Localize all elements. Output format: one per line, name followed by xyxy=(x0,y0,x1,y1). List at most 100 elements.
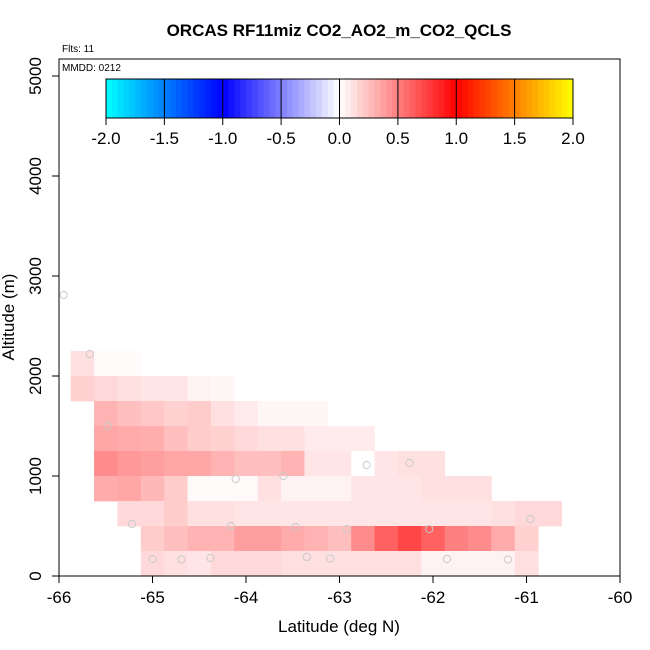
heatmap-cell xyxy=(257,501,282,527)
colorbar-segment xyxy=(502,79,510,118)
colorbar-segment xyxy=(222,79,230,118)
colorbar-segment xyxy=(508,79,516,118)
heatmap-cell xyxy=(421,451,446,477)
colorbar-segment xyxy=(135,79,142,118)
colorbar-segment xyxy=(549,79,556,118)
heatmap-cell xyxy=(514,551,539,577)
heatmap-cell xyxy=(327,426,352,452)
sample-points xyxy=(59,290,535,564)
sample-point xyxy=(279,471,288,481)
heatmap-cell xyxy=(327,526,352,552)
heatmap-cell xyxy=(234,401,259,427)
colorbar-segment xyxy=(228,79,235,118)
colorbar-segment xyxy=(316,79,323,118)
colorbar-segment xyxy=(146,79,154,118)
heatmap-cell xyxy=(164,426,188,452)
heatmap-cell xyxy=(234,551,259,577)
heatmap-cell xyxy=(117,501,142,527)
colorbar-segment xyxy=(111,79,119,118)
colorbar-segment xyxy=(240,79,247,118)
heatmap-cell xyxy=(257,401,282,427)
x-tick-label: -62 xyxy=(421,588,446,607)
heatmap-cell xyxy=(538,501,562,527)
heatmap-cell xyxy=(351,551,375,577)
x-axis-label: Latitude (deg N) xyxy=(278,617,400,636)
heatmap-cell xyxy=(140,451,165,477)
colorbar-segment xyxy=(450,79,457,118)
colorbar-segment xyxy=(561,79,568,118)
colorbar-segment xyxy=(520,79,527,118)
colorbar-segment xyxy=(368,79,376,118)
heatmap-cell xyxy=(140,476,165,502)
y-tick-label: 5000 xyxy=(26,57,45,95)
colorbar-segment xyxy=(491,79,498,118)
heatmap-cell xyxy=(94,351,118,377)
heatmap-cell xyxy=(94,476,118,502)
heatmap-cell xyxy=(304,551,329,577)
heatmap-cell xyxy=(281,401,305,427)
sample-point xyxy=(342,524,352,534)
heatmap-cell xyxy=(281,551,305,577)
heatmap-cell xyxy=(468,501,492,527)
sample-point xyxy=(226,521,236,531)
heatmap-cell xyxy=(468,526,492,552)
sample-point xyxy=(362,460,371,470)
colorbar-segment xyxy=(281,79,288,118)
heatmap-cell xyxy=(94,401,118,427)
colorbar-tick-label: -1.0 xyxy=(208,129,237,148)
colorbar-segment xyxy=(176,79,183,118)
heatmap-cell xyxy=(257,526,282,552)
colorbar-segment xyxy=(251,79,259,118)
colorbar-segment xyxy=(392,79,399,118)
heatmap-cell xyxy=(491,551,516,577)
x-tick-label: -60 xyxy=(608,588,633,607)
flights-annotation: Flts: 11 xyxy=(62,44,94,55)
heatmap-cell xyxy=(234,451,259,477)
heatmap-cell xyxy=(421,551,446,577)
heatmap-cell xyxy=(210,376,235,402)
heatmap-cell xyxy=(281,426,305,452)
heatmap-cell xyxy=(164,451,188,477)
heatmap-cells xyxy=(70,351,562,577)
heatmap-cell xyxy=(187,376,212,402)
y-tick-label: 0 xyxy=(26,571,45,580)
heatmap-cell xyxy=(117,401,142,427)
colorbar-segment xyxy=(199,79,206,118)
heatmap-cell xyxy=(187,501,212,527)
heatmap-cell xyxy=(444,526,469,552)
heatmap-cell xyxy=(281,451,305,477)
heatmap-cell xyxy=(140,376,165,402)
heatmap-cell xyxy=(444,476,469,502)
colorbar-segment xyxy=(257,79,265,118)
heatmap-cell xyxy=(421,476,446,502)
colorbar-segment xyxy=(421,79,428,118)
x-tick-label: -65 xyxy=(140,588,165,607)
heatmap-cell xyxy=(210,401,235,427)
colorbar-tick-label: 2.0 xyxy=(561,129,585,148)
heatmap-cell xyxy=(210,476,235,502)
colorbar-segment xyxy=(333,79,340,118)
heatmap-cell xyxy=(187,526,212,552)
heatmap-cell xyxy=(187,401,212,427)
colorbar-segment xyxy=(397,79,405,118)
heatmap-cell xyxy=(397,526,422,552)
y-axis: 0 1000 2000 3000 4000 5000 xyxy=(26,57,59,581)
heatmap-cell xyxy=(164,551,188,577)
heatmap-cell xyxy=(210,526,235,552)
colorbar-segment xyxy=(152,79,160,118)
date-annotation: MMDD: 0212 xyxy=(62,63,121,74)
heatmap-cell xyxy=(421,501,446,527)
heatmap-cell xyxy=(164,401,188,427)
sample-point xyxy=(206,553,215,563)
heatmap-cell xyxy=(94,376,118,402)
colorbar-segment xyxy=(374,79,381,118)
heatmap-cell xyxy=(117,376,142,402)
heatmap-cell xyxy=(444,551,469,577)
colorbar-segment xyxy=(456,79,463,118)
heatmap-cell xyxy=(234,526,259,552)
heatmap-cell xyxy=(140,401,165,427)
colorbar-segment xyxy=(129,79,136,118)
colorbar xyxy=(105,78,574,119)
heatmap-cell xyxy=(210,426,235,452)
heatmap-cell xyxy=(117,426,142,452)
